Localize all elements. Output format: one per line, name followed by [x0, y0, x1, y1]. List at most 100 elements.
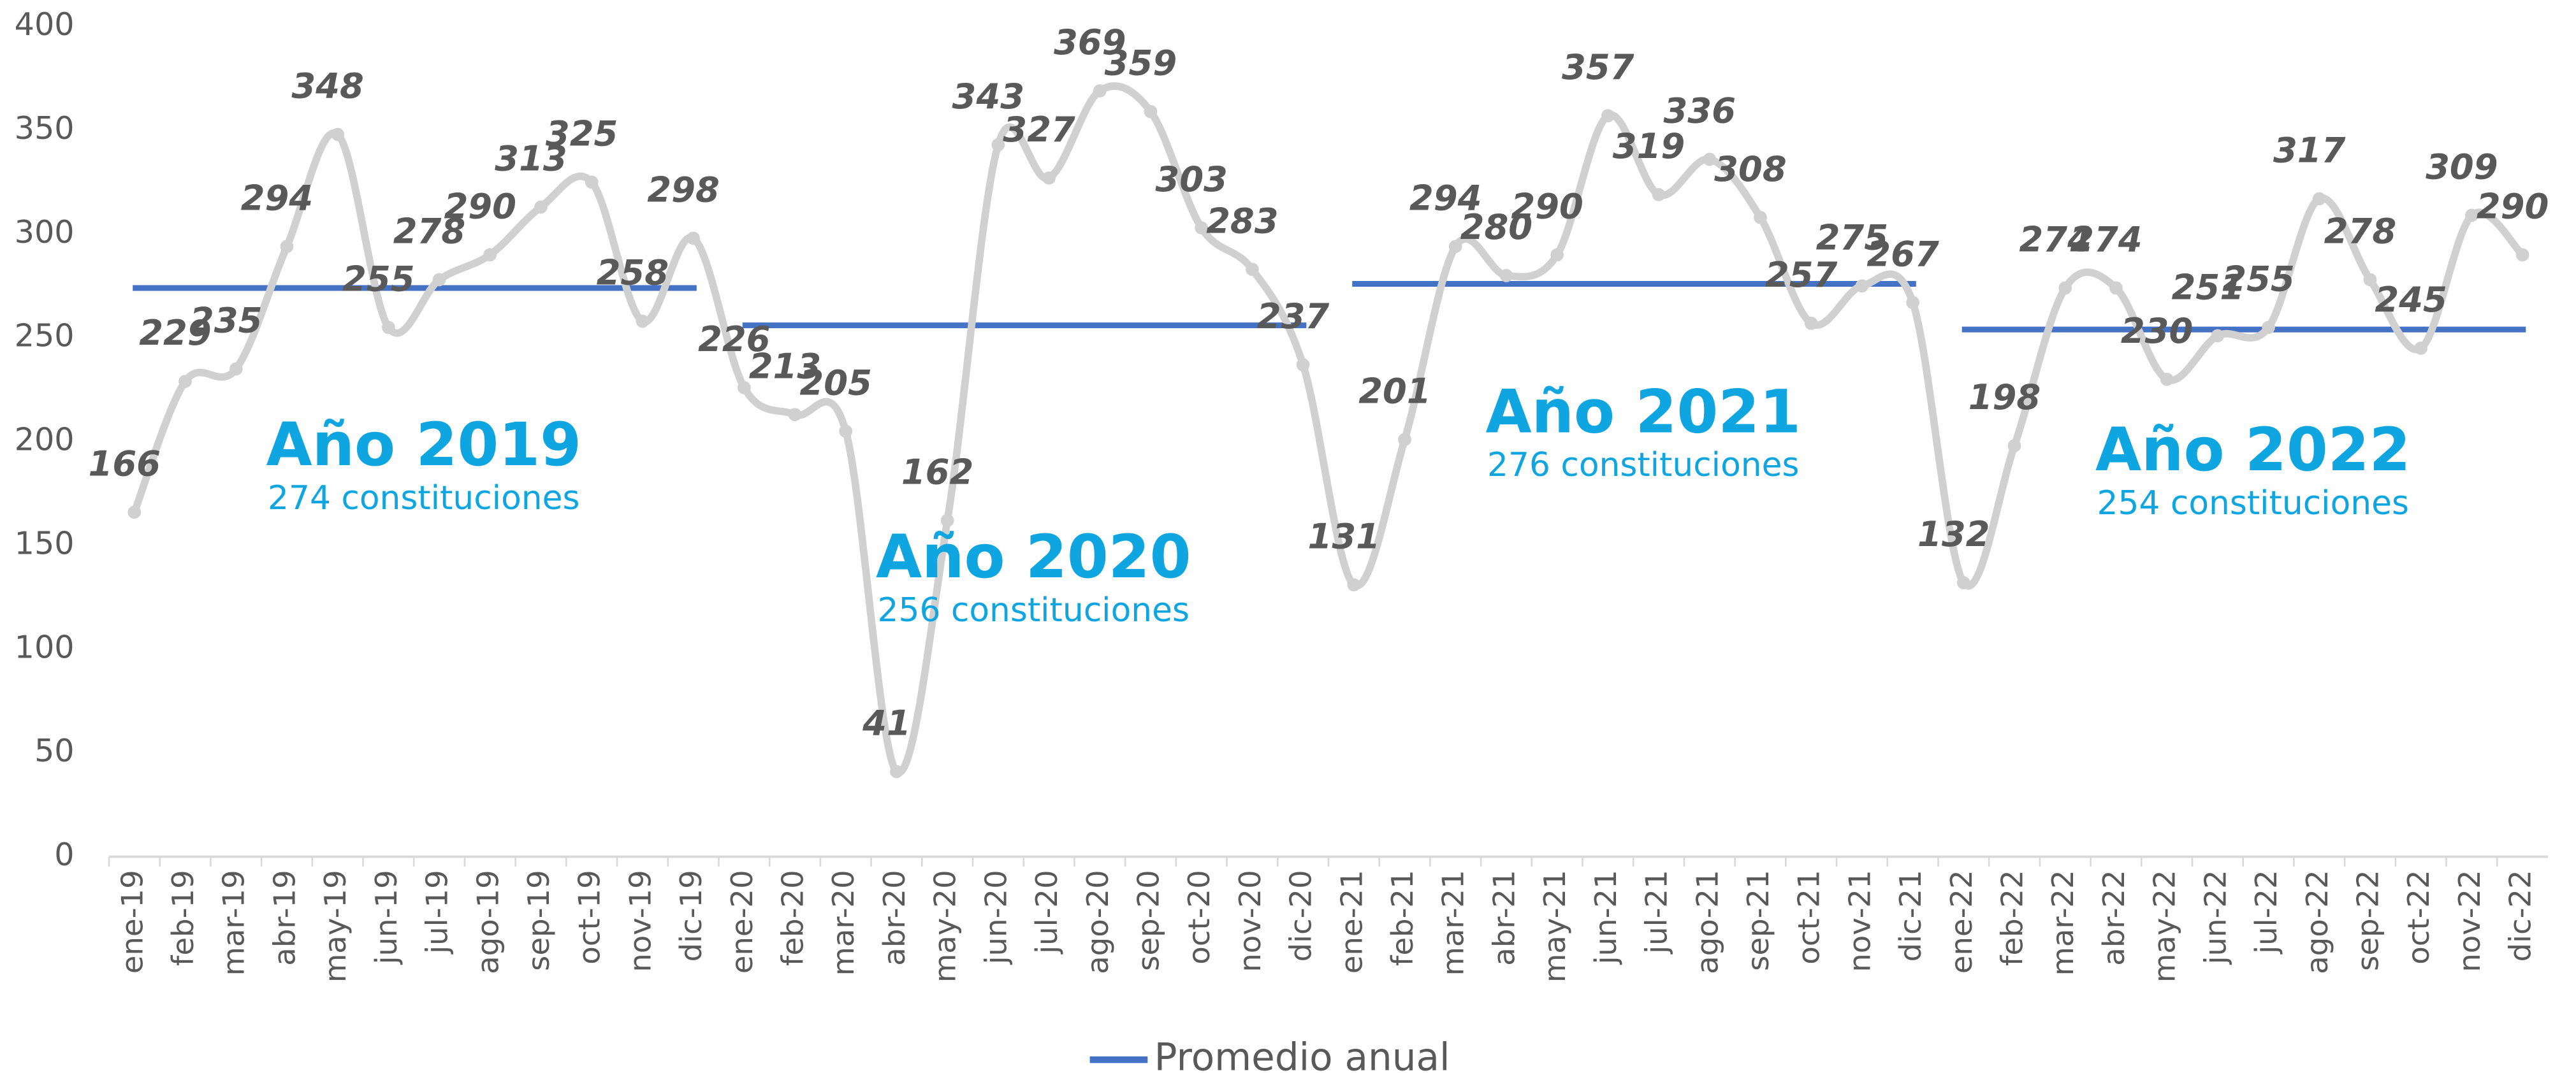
data-label: 251 [2172, 268, 2245, 308]
x-tick-label: mar-20 [826, 870, 861, 976]
data-label: 278 [393, 212, 466, 252]
x-tick-label: ago-22 [2300, 870, 2334, 974]
data-label: 343 [952, 76, 1025, 117]
x-tick-label: may-19 [318, 870, 353, 983]
x-tick-label: ago-21 [1690, 870, 1724, 974]
data-point [432, 273, 446, 287]
data-point [788, 408, 802, 422]
data-line [131, 82, 2526, 777]
data-point [1703, 152, 1717, 166]
x-tick-label: ene-22 [1944, 870, 1979, 974]
data-point [1550, 248, 1564, 262]
x-tick-label: ene-19 [115, 870, 149, 974]
data-point [1499, 269, 1513, 282]
x-tick-label: jun-22 [2198, 870, 2232, 965]
data-label: 336 [1663, 91, 1736, 131]
x-tick-label: jul-22 [2249, 870, 2283, 954]
annotation-title: Año 2019 [266, 410, 581, 479]
annotation-subtitle: 254 constituciones [2097, 484, 2409, 522]
annotation-title: Año 2020 [876, 522, 1191, 591]
data-point [483, 248, 497, 262]
data-point [534, 200, 548, 214]
y-tick-label: 100 [15, 628, 75, 665]
x-tick-label: feb-22 [1995, 870, 2030, 966]
data-label: 257 [1765, 255, 1838, 295]
data-point [585, 175, 599, 189]
data-point [737, 380, 751, 394]
data-point [839, 424, 853, 438]
data-label: 317 [2273, 131, 2346, 171]
data-point [1906, 296, 1919, 310]
data-label: 275 [1816, 217, 1889, 257]
x-tick-label: abr-19 [267, 870, 302, 965]
data-point [1093, 84, 1107, 97]
data-point [1347, 578, 1361, 592]
y-tick-label: 200 [15, 421, 75, 458]
x-tick-label: ene-20 [725, 870, 759, 974]
data-label: 226 [698, 319, 771, 359]
data-label: 357 [1562, 47, 1634, 87]
x-tick-label: mar-22 [2046, 870, 2080, 976]
data-label: 235 [190, 301, 263, 341]
x-tick-label: ago-20 [1081, 870, 1115, 974]
data-point [1855, 279, 1869, 293]
y-tick-label: 250 [15, 317, 75, 354]
x-tick-label: sep-21 [1741, 870, 1775, 971]
data-label: 294 [241, 178, 314, 218]
data-point [331, 127, 345, 141]
data-point [1246, 263, 1259, 277]
data-label: 369 [1054, 22, 1126, 62]
data-label: 274 [2019, 220, 2092, 260]
data-point [2515, 248, 2529, 262]
data-label: 237 [1257, 296, 1330, 336]
data-point [1195, 221, 1209, 234]
y-tick-label: 150 [15, 524, 75, 561]
data-label: 308 [1714, 149, 1787, 189]
legend-label: Promedio anual [1154, 1035, 1450, 1073]
data-label: 205 [799, 363, 872, 403]
data-point [991, 138, 1005, 152]
data-label: 255 [342, 259, 415, 299]
x-tick-label: dic-20 [1284, 870, 1318, 961]
data-point [280, 240, 294, 254]
data-point [2058, 281, 2072, 295]
y-tick-label: 350 [15, 110, 75, 147]
data-point [1448, 240, 1462, 254]
data-point [2109, 281, 2123, 295]
data-point [1042, 171, 1056, 185]
annotation-subtitle: 256 constituciones [878, 591, 1190, 630]
x-tick-label: oct-22 [2401, 870, 2436, 965]
data-point [2414, 342, 2428, 355]
x-tick-label: abr-22 [2097, 870, 2131, 965]
data-label: 290 [1511, 186, 1583, 226]
x-tick-label: oct-19 [572, 870, 607, 965]
data-label: 283 [1206, 201, 1279, 241]
x-tick-label: dic-22 [2503, 870, 2538, 961]
data-point [890, 765, 903, 779]
data-label: 319 [1613, 126, 1685, 166]
data-label: 230 [2121, 311, 2194, 351]
x-tick-label: mar-21 [1436, 870, 1471, 976]
data-label: 309 [2426, 147, 2498, 187]
x-tick-label: sep-20 [1131, 870, 1165, 971]
data-label: 313 [495, 139, 567, 179]
data-point [2211, 329, 2225, 343]
data-point [1296, 358, 1310, 371]
data-label: 201 [1358, 371, 1431, 411]
data-label: 348 [291, 66, 364, 106]
data-point [940, 514, 954, 528]
data-point [1601, 109, 1615, 123]
x-tick-label: nov-20 [1233, 870, 1267, 972]
data-label: 41 [862, 703, 911, 744]
x-tick-label: oct-20 [1182, 870, 1216, 965]
data-label: 278 [2324, 212, 2397, 252]
x-tick-label: jun-19 [369, 870, 404, 965]
x-tick-label: abr-20 [877, 870, 912, 965]
x-tick-label: jul-20 [1030, 870, 1064, 954]
data-label: 213 [749, 346, 822, 386]
x-tick-label: jun-20 [979, 870, 1013, 965]
data-label: 267 [1867, 234, 1939, 274]
data-label: 290 [2477, 186, 2549, 226]
data-label: 198 [1968, 377, 2041, 417]
